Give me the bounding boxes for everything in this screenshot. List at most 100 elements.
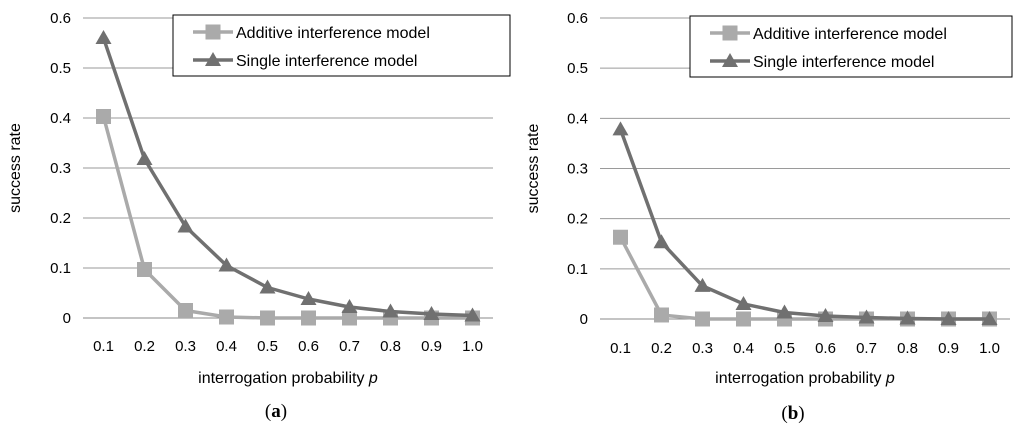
y-tick-label: 0.6 bbox=[50, 10, 71, 27]
figure-caption: (a) bbox=[265, 401, 287, 422]
legend-label: Single interference model bbox=[753, 54, 934, 71]
series-line bbox=[618, 128, 990, 321]
x-tick-label: 0.7 bbox=[339, 338, 360, 355]
caption-paren-close: ) bbox=[798, 403, 804, 424]
x-tick-label: 0.1 bbox=[93, 338, 114, 355]
x-tick-label: 0.7 bbox=[856, 340, 877, 357]
y-tick-label: 0.1 bbox=[50, 260, 71, 277]
x-tick-label: 0.5 bbox=[257, 338, 278, 355]
chart-b: 0 0.1 0.2 0.3 0.4 0.5 0.6 0.1 0.2 0.3 0.4 0.5 0.6 0.7… bbox=[525, 10, 1013, 424]
data-point-square bbox=[695, 311, 710, 327]
x-tick-label: 0.9 bbox=[421, 338, 442, 355]
y-tick-label: 0.3 bbox=[50, 160, 71, 177]
data-point-square bbox=[736, 311, 751, 327]
x-tick-label: 0.5 bbox=[774, 340, 795, 357]
y-tick-label: 0 bbox=[63, 310, 71, 327]
data-point-square bbox=[260, 310, 275, 326]
x-tick-label: 1.0 bbox=[979, 340, 1000, 357]
y-tick-label: 0.6 bbox=[567, 10, 588, 27]
chart-a: 0 0.1 0.2 0.3 0.4 0.5 0.6 0.1 0.2 0.3 0.4 0.5 0.6 0.7… bbox=[7, 10, 511, 422]
y-tick-label: 0.4 bbox=[50, 110, 71, 127]
data-point-triangle bbox=[136, 151, 153, 165]
series-line bbox=[618, 236, 990, 321]
data-point-square bbox=[219, 309, 234, 325]
data-point-triangle bbox=[653, 234, 670, 249]
caption-letter: a bbox=[271, 401, 281, 422]
data-point-triangle bbox=[817, 307, 834, 322]
data-point-triangle bbox=[694, 277, 711, 292]
caption-paren-open: ( bbox=[265, 401, 271, 422]
y-axis-title: success rate bbox=[7, 123, 24, 213]
y-tick-label: 0.1 bbox=[567, 261, 588, 278]
legend-marker-triangle bbox=[722, 53, 738, 67]
x-tick-label: 0.9 bbox=[938, 340, 959, 357]
data-point-triangle bbox=[218, 257, 235, 272]
y-tick-label: 0.5 bbox=[567, 60, 588, 77]
y-tick-label: 0.2 bbox=[567, 211, 588, 228]
series-line bbox=[101, 37, 473, 318]
data-point-triangle bbox=[95, 30, 112, 44]
data-point-square bbox=[301, 310, 316, 326]
legend-marker-square bbox=[722, 25, 738, 41]
caption-paren-open: ( bbox=[781, 403, 787, 424]
legend-label: Single interference model bbox=[236, 53, 417, 70]
data-point-triangle bbox=[940, 311, 957, 325]
y-tick-label: 0.5 bbox=[50, 60, 71, 77]
caption-letter: b bbox=[788, 403, 799, 424]
legend: Additive interference model Single interf… bbox=[172, 14, 511, 77]
y-tick-label: 0.2 bbox=[50, 210, 71, 227]
data-point-square bbox=[96, 109, 111, 124]
legend: Additive interference model Single interf… bbox=[689, 15, 1013, 78]
legend-label: Additive interference model bbox=[753, 26, 947, 43]
x-tick-label: 0.6 bbox=[298, 338, 319, 355]
data-point-triangle bbox=[341, 299, 358, 313]
data-point-square bbox=[342, 310, 357, 326]
data-point-triangle bbox=[776, 304, 793, 319]
data-point-square bbox=[654, 307, 669, 323]
x-axis-title: interrogation probability p bbox=[198, 370, 378, 387]
data-point-square bbox=[178, 303, 193, 318]
x-tick-label: 0.1 bbox=[610, 340, 631, 357]
legend-label: Additive interference model bbox=[236, 25, 430, 42]
x-tick-label: 0.4 bbox=[216, 338, 237, 355]
data-point-triangle bbox=[259, 279, 276, 294]
data-point-triangle bbox=[382, 303, 399, 318]
figure-caption: (b) bbox=[781, 403, 804, 424]
x-axis-title: interrogation probability p bbox=[715, 370, 895, 387]
legend-marker-triangle bbox=[205, 52, 221, 66]
x-tick-label: 0.8 bbox=[897, 340, 918, 357]
x-tick-label: 0.6 bbox=[815, 340, 836, 357]
data-point-triangle bbox=[423, 306, 440, 320]
x-axis-title-variable: p bbox=[885, 370, 895, 387]
data-point-triangle bbox=[981, 311, 998, 325]
x-tick-label: 0.3 bbox=[692, 340, 713, 357]
y-tick-label: 0 bbox=[580, 311, 588, 328]
series-line bbox=[101, 116, 473, 320]
data-point-triangle bbox=[612, 121, 629, 136]
legend-box bbox=[172, 14, 511, 77]
data-point-triangle bbox=[300, 291, 317, 305]
data-point-square bbox=[137, 262, 152, 277]
y-tick-label: 0.3 bbox=[567, 161, 588, 178]
data-point-triangle bbox=[177, 218, 194, 233]
y-tick-label: 0.4 bbox=[567, 110, 588, 127]
x-axis-title-text: interrogation probability bbox=[715, 370, 886, 387]
x-tick-label: 0.3 bbox=[175, 338, 196, 355]
data-point-square bbox=[613, 229, 628, 245]
x-axis-title-text: interrogation probability bbox=[198, 370, 369, 387]
legend-box bbox=[689, 15, 1013, 78]
x-tick-label: 1.0 bbox=[462, 338, 483, 355]
y-axis-title: success rate bbox=[525, 123, 542, 213]
x-tick-label: 0.4 bbox=[733, 340, 754, 357]
data-point-triangle bbox=[464, 307, 481, 322]
x-tick-label: 0.8 bbox=[380, 338, 401, 355]
caption-paren-close: ) bbox=[281, 401, 287, 422]
data-point-triangle bbox=[899, 310, 916, 325]
x-tick-label: 0.2 bbox=[651, 340, 672, 357]
data-point-triangle bbox=[735, 295, 752, 310]
data-point-triangle bbox=[858, 309, 875, 324]
x-axis-title-variable: p bbox=[368, 370, 378, 387]
x-tick-label: 0.2 bbox=[134, 338, 155, 355]
legend-marker-square bbox=[205, 24, 221, 40]
